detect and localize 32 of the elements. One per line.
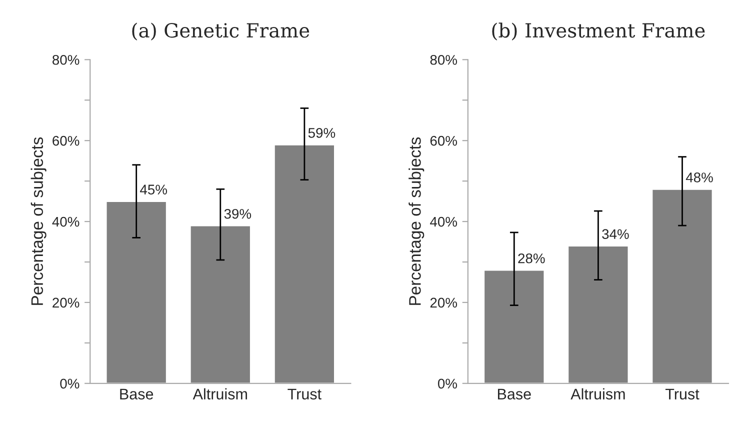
y-tick-label: 80%	[430, 54, 458, 65]
x-tick-label: Trust	[288, 388, 322, 400]
bar	[189, 224, 252, 384]
bar	[483, 269, 546, 384]
y-tick-label: 20%	[430, 298, 458, 308]
data-label: 45%	[140, 184, 168, 194]
chart-title: (b) Investment Frame	[492, 22, 705, 40]
chart-title: (a) Genetic Frame	[132, 22, 310, 40]
bar	[651, 188, 714, 384]
x-tick-label: Altruism	[192, 388, 247, 400]
y-tick-label: 60%	[430, 136, 458, 146]
bar	[273, 144, 336, 384]
y-tick-label: 60%	[52, 136, 80, 146]
y-axis-title: Percentage of subjects	[30, 137, 46, 305]
y-axis-title: Percentage of subjects	[408, 137, 424, 305]
y-tick-label: 0%	[438, 378, 458, 389]
y-tick-label: 0%	[60, 378, 80, 389]
data-label: 39%	[224, 208, 252, 219]
y-tick-label: 40%	[52, 216, 80, 227]
y-tick-label: 80%	[52, 54, 80, 65]
bar	[567, 245, 630, 384]
data-label: 34%	[602, 229, 629, 240]
x-tick-label: Trust	[665, 388, 700, 400]
x-tick-label: Base	[498, 388, 531, 400]
y-tick-label: 20%	[52, 298, 80, 308]
data-label: 48%	[686, 172, 713, 182]
data-label: 28%	[518, 253, 545, 264]
bar	[105, 200, 168, 384]
y-tick-label: 40%	[430, 216, 458, 227]
data-label: 59%	[308, 128, 336, 138]
x-tick-label: Altruism	[570, 388, 625, 400]
x-tick-label: Base	[120, 388, 154, 400]
